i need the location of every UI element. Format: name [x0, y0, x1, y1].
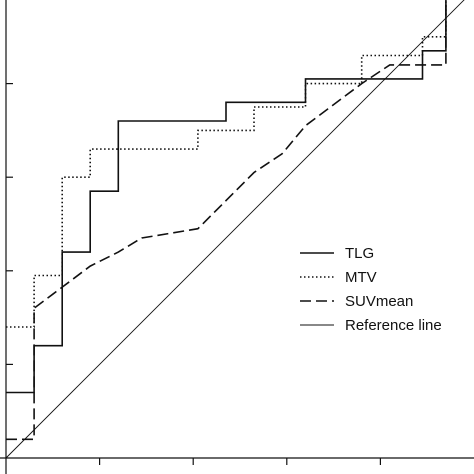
legend: TLG MTV SUVmean Reference line	[300, 245, 442, 334]
series-line-mtv	[6, 0, 447, 328]
series-layer	[5, 0, 465, 459]
legend-label-mtv: MTV	[345, 269, 377, 286]
legend-label-suvmean: SUVmean	[345, 293, 413, 310]
legend-label-reference-line: Reference line	[345, 317, 442, 334]
series-line-reference-line	[5, 0, 465, 459]
legend-label-tlg: TLG	[345, 245, 374, 262]
series-line-tlg	[6, 0, 447, 394]
series-line-suvmean	[6, 0, 447, 441]
